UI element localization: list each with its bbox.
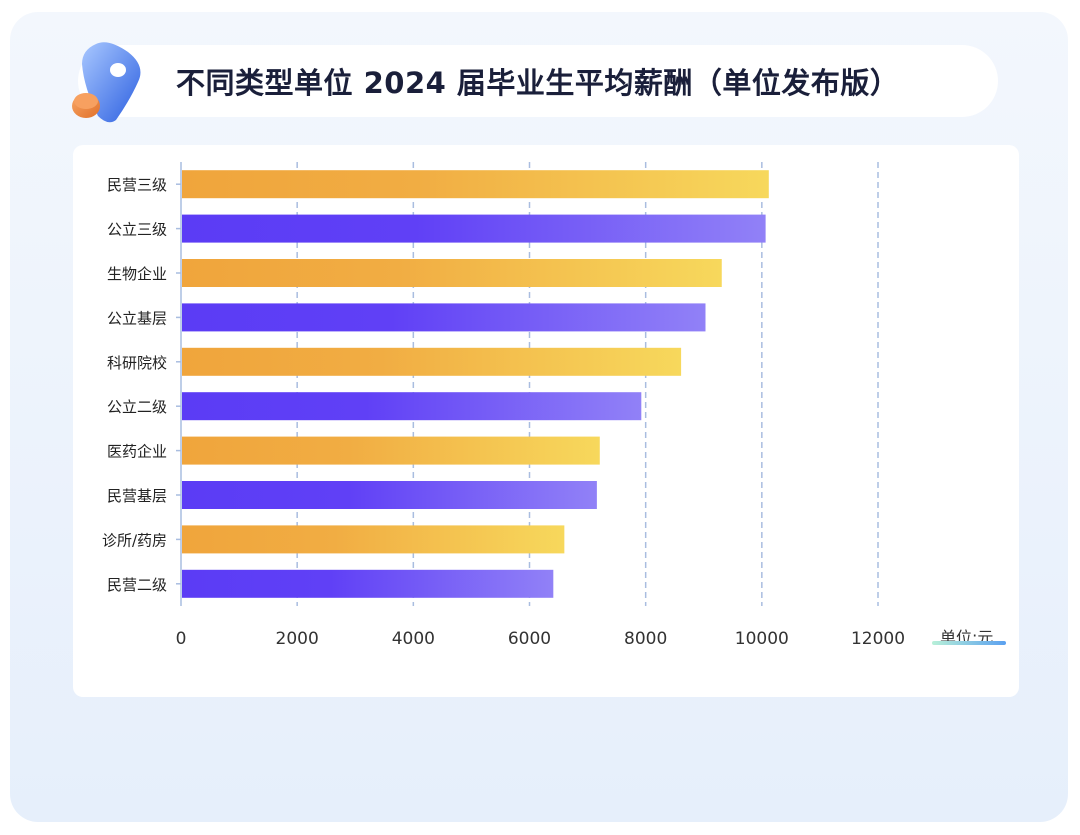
bar-民营基层 — [182, 481, 597, 509]
bar-生物企业 — [182, 259, 722, 287]
x-tick-label: 10000 — [735, 629, 789, 649]
bar-公立三级 — [182, 214, 766, 243]
bar-民营二级 — [182, 569, 554, 598]
x-tick-label: 4000 — [392, 629, 435, 649]
bar-公立基层 — [182, 303, 706, 332]
y-category-label: 公立基层 — [107, 309, 167, 327]
bar-医药企业 — [182, 436, 600, 465]
y-category-label: 诊所/药房 — [102, 531, 167, 549]
x-tick-label: 8000 — [624, 629, 667, 649]
y-category-label: 公立三级 — [107, 221, 167, 239]
x-tick-label: 0 — [176, 629, 187, 649]
y-category-label: 民营基层 — [107, 487, 167, 505]
bar-科研院校 — [182, 347, 682, 376]
y-category-label: 民营三级 — [107, 176, 167, 194]
y-category-label: 科研院校 — [107, 354, 167, 372]
bar-公立二级 — [182, 392, 642, 421]
y-category-label: 公立二级 — [107, 398, 167, 416]
x-tick-label: 6000 — [508, 629, 551, 649]
unit-underline — [932, 641, 1006, 645]
bar-民营三级 — [182, 170, 769, 199]
bar-诊所/药房 — [182, 525, 565, 554]
logo-icon — [72, 42, 141, 123]
title-banner — [78, 45, 998, 117]
y-category-label: 医药企业 — [107, 443, 167, 461]
y-category-label: 民营二级 — [107, 576, 167, 594]
chart-title: 不同类型单位 2024 届毕业生平均薪酬（单位发布版） — [176, 66, 900, 100]
x-tick-label: 2000 — [276, 629, 319, 649]
x-tick-label: 12000 — [851, 629, 905, 649]
y-category-label: 生物企业 — [107, 265, 167, 283]
